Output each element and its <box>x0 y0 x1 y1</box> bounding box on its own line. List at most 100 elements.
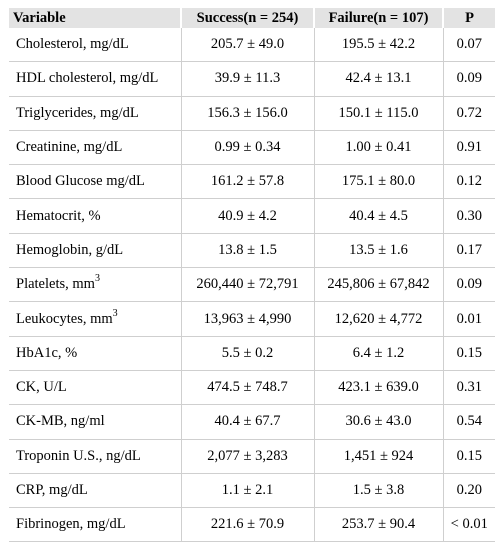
header-p: P <box>443 8 495 28</box>
variable-label: Hematocrit, % <box>16 207 101 224</box>
cell-failure: 150.1 ± 115.0 <box>314 96 444 131</box>
cell-failure: 175.1 ± 80.0 <box>314 164 444 200</box>
table-row: Fibrinogen, mg/dL 221.6 ± 70.9 253.7 ± 90.… <box>9 507 495 542</box>
cell-p-value: 0.07 <box>443 28 495 63</box>
table-row: Creatinine, mg/dL 0.99 ± 0.34 1.00 ± 0.41 0… <box>9 130 495 166</box>
cell-failure: 30.6 ± 43.0 <box>314 404 444 440</box>
cell-p-value: 0.09 <box>443 267 495 303</box>
cell-variable: Hemoglobin, g/dL <box>9 233 182 269</box>
header-failure: Failure(n = 107) <box>314 8 444 28</box>
cell-variable: Cholesterol, mg/dL <box>9 28 182 63</box>
table-row: Triglycerides, mg/dL 156.3 ± 156.0 150.1 ±… <box>9 96 495 131</box>
cell-variable: Leukocytes, mm3 <box>9 301 182 337</box>
table-row: CK, U/L 474.5 ± 748.7 423.1 ± 639.0 0.31 <box>9 370 495 406</box>
data-table-container: Variable Success(n = 254) Failure(n = 10… <box>9 8 495 542</box>
table-row: Hematocrit, % 40.9 ± 4.2 40.4 ± 4.5 0.30 <box>9 198 495 234</box>
table-row: Hemoglobin, g/dL 13.8 ± 1.5 13.5 ± 1.6 0.17 <box>9 233 495 269</box>
header-row: Variable Success(n = 254) Failure(n = 10… <box>9 8 495 28</box>
cell-failure: 42.4 ± 13.1 <box>314 61 444 97</box>
variable-label: CRP, mg/dL <box>16 482 88 498</box>
cell-variable: Triglycerides, mg/dL <box>9 96 182 131</box>
header-variable: Variable <box>9 8 182 28</box>
cell-variable: CK-MB, ng/ml <box>9 404 182 440</box>
cell-variable: Hematocrit, % <box>9 198 182 234</box>
cell-p-value: 0.91 <box>443 130 495 166</box>
table-row: CRP, mg/dL 1.1 ± 2.1 1.5 ± 3.8 0.20 <box>9 473 495 509</box>
table-row: Blood Glucose mg/dL 161.2 ± 57.8 175.1 ± 8… <box>9 164 495 200</box>
cell-variable: HbA1c, % <box>9 336 182 371</box>
cell-success: 13.8 ± 1.5 <box>181 233 315 269</box>
cell-failure: 12,620 ± 4,772 <box>314 301 444 337</box>
cell-failure: 13.5 ± 1.6 <box>314 233 444 269</box>
variable-label: Fibrinogen, mg/dL <box>16 516 126 533</box>
cell-success: 1.1 ± 2.1 <box>181 473 315 509</box>
table-row: Cholesterol, mg/dL 205.7 ± 49.0 195.5 ± 42… <box>9 28 495 63</box>
cell-success: 221.6 ± 70.9 <box>181 507 315 542</box>
variable-label: Troponin U.S., ng/dL <box>16 447 141 464</box>
variable-label: Blood Glucose mg/dL <box>16 173 145 190</box>
cell-failure: 6.4 ± 1.2 <box>314 336 444 371</box>
variable-label: HDL cholesterol, mg/dL <box>16 70 159 87</box>
cell-p-value: < 0.01 <box>443 507 495 542</box>
table-row: Platelets, mm3 260,440 ± 72,791 245,806 ± … <box>9 267 495 303</box>
cell-failure: 40.4 ± 4.5 <box>314 198 444 234</box>
cell-variable: HDL cholesterol, mg/dL <box>9 61 182 97</box>
cell-success: 474.5 ± 748.7 <box>181 370 315 406</box>
cell-p-value: 0.15 <box>443 336 495 371</box>
cell-failure: 195.5 ± 42.2 <box>314 28 444 63</box>
cell-failure: 253.7 ± 90.4 <box>314 507 444 542</box>
cell-success: 260,440 ± 72,791 <box>181 267 315 303</box>
cell-p-value: 0.20 <box>443 473 495 509</box>
cell-failure: 1,451 ± 924 <box>314 439 444 474</box>
cell-p-value: 0.09 <box>443 61 495 97</box>
cell-variable: Troponin U.S., ng/dL <box>9 439 182 474</box>
cell-success: 40.9 ± 4.2 <box>181 198 315 234</box>
lab-results-table: Variable Success(n = 254) Failure(n = 10… <box>9 8 495 542</box>
variable-label: Triglycerides, mg/dL <box>16 104 139 121</box>
variable-label: Hemoglobin, g/dL <box>16 241 124 258</box>
cell-success: 161.2 ± 57.8 <box>181 164 315 200</box>
variable-label: HbA1c, % <box>16 344 78 361</box>
variable-label: Platelets, mm <box>16 276 95 293</box>
cell-p-value: 0.54 <box>443 404 495 440</box>
table-row: Leukocytes, mm3 13,963 ± 4,990 12,620 ± 4,… <box>9 301 495 337</box>
cell-variable: CK, U/L <box>9 370 182 406</box>
cell-success: 205.7 ± 49.0 <box>181 28 315 63</box>
cell-success: 5.5 ± 0.2 <box>181 336 315 371</box>
cell-p-value: 0.31 <box>443 370 495 406</box>
cell-failure: 245,806 ± 67,842 <box>314 267 444 303</box>
cell-failure: 1.5 ± 3.8 <box>314 473 444 509</box>
cell-variable: Blood Glucose mg/dL <box>9 164 182 200</box>
header-success: Success(n = 254) <box>181 8 315 28</box>
variable-unit-exponent: 3 <box>94 273 100 285</box>
cell-failure: 1.00 ± 0.41 <box>314 130 444 166</box>
variable-label: Creatinine, mg/dL <box>16 139 123 156</box>
cell-success: 13,963 ± 4,990 <box>181 301 315 337</box>
variable-label: Cholesterol, mg/dL <box>16 36 129 53</box>
cell-variable: Platelets, mm3 <box>9 267 182 303</box>
cell-p-value: 0.01 <box>443 301 495 337</box>
cell-success: 0.99 ± 0.34 <box>181 130 315 166</box>
table-row: HbA1c, % 5.5 ± 0.2 6.4 ± 1.2 0.15 <box>9 336 495 371</box>
cell-p-value: 0.72 <box>443 96 495 131</box>
cell-variable: CRP, mg/dL <box>9 473 182 509</box>
cell-p-value: 0.15 <box>443 439 495 474</box>
table-row: HDL cholesterol, mg/dL 39.9 ± 11.3 42.4 ± … <box>9 61 495 97</box>
cell-p-value: 0.12 <box>443 164 495 200</box>
cell-p-value: 0.30 <box>443 198 495 234</box>
cell-success: 156.3 ± 156.0 <box>181 96 315 131</box>
table-row: CK-MB, ng/ml 40.4 ± 67.7 30.6 ± 43.0 0.54 <box>9 404 495 440</box>
cell-success: 40.4 ± 67.7 <box>181 404 315 440</box>
cell-variable: Fibrinogen, mg/dL <box>9 507 182 542</box>
cell-variable: Creatinine, mg/dL <box>9 130 182 166</box>
cell-failure: 423.1 ± 639.0 <box>314 370 444 406</box>
variable-label: Leukocytes, mm <box>16 310 113 327</box>
cell-p-value: 0.17 <box>443 233 495 269</box>
variable-unit-exponent: 3 <box>112 307 118 319</box>
cell-success: 39.9 ± 11.3 <box>181 61 315 97</box>
table-row: Troponin U.S., ng/dL 2,077 ± 3,283 1,451 ±… <box>9 439 495 474</box>
variable-label: CK-MB, ng/ml <box>16 413 105 430</box>
table-header: Variable Success(n = 254) Failure(n = 10… <box>9 8 495 28</box>
variable-label: CK, U/L <box>16 379 67 396</box>
table-body: Cholesterol, mg/dL 205.7 ± 49.0 195.5 ± 42… <box>9 28 495 542</box>
